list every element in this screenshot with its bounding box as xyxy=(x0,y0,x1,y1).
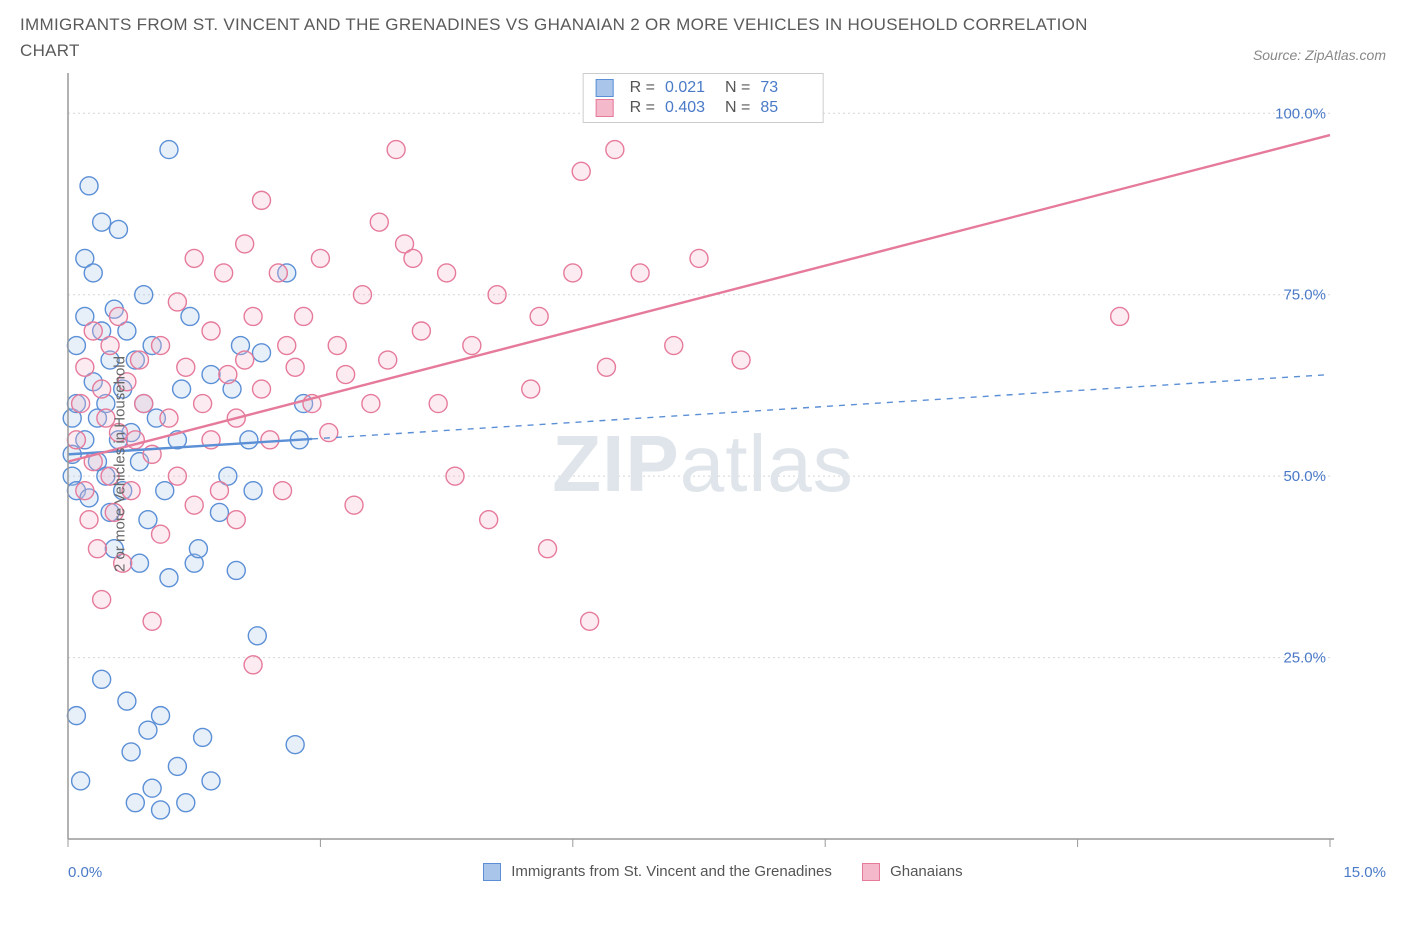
footer-label-2: Ghanaians xyxy=(890,863,963,880)
svg-text:25.0%: 25.0% xyxy=(1283,650,1326,667)
svg-text:100.0%: 100.0% xyxy=(1275,105,1326,122)
swatch-series2 xyxy=(596,99,614,117)
x-min-label: 0.0% xyxy=(68,864,102,881)
footer-label-1: Immigrants from St. Vincent and the Gren… xyxy=(511,863,832,880)
chart-title: IMMIGRANTS FROM ST. VINCENT AND THE GREN… xyxy=(20,12,1120,63)
swatch-series1 xyxy=(596,79,614,97)
chart-container: 2 or more Vehicles in Household 25.0% 50.… xyxy=(20,69,1386,859)
footer-swatch-2 xyxy=(862,863,880,881)
source-label: Source: ZipAtlas.com xyxy=(1253,47,1386,63)
svg-text:75.0%: 75.0% xyxy=(1283,287,1326,304)
footer-swatch-1 xyxy=(483,863,501,881)
x-axis-footer: 0.0% Immigrants from St. Vincent and the… xyxy=(20,859,1386,881)
y-axis-label: 2 or more Vehicles in Household xyxy=(111,356,128,572)
svg-text:50.0%: 50.0% xyxy=(1283,468,1326,485)
x-max-label: 15.0% xyxy=(1343,864,1386,881)
stats-legend: R =0.021 N =73 R =0.403 N =85 xyxy=(583,73,824,123)
scatter-chart: 25.0% 50.0% 75.0% 100.0% xyxy=(20,69,1340,859)
